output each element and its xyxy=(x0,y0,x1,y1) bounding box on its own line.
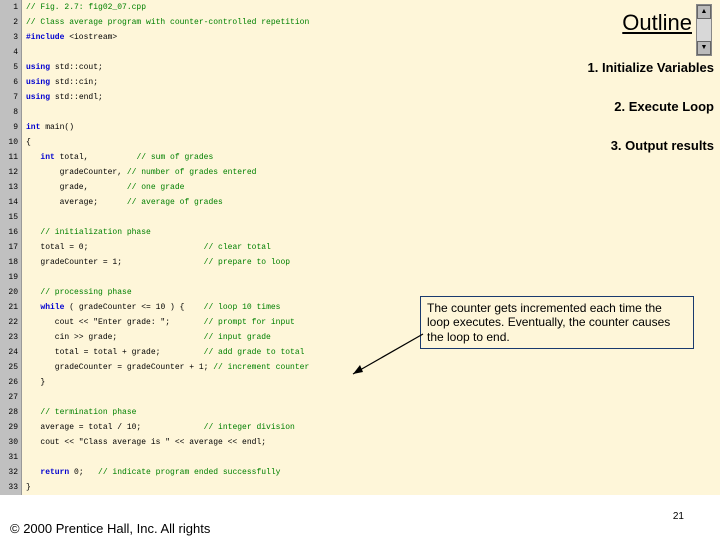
code-line xyxy=(22,390,720,405)
line-number: 13 xyxy=(0,180,22,195)
code-line: gradeCounter = 1; // prepare to loop xyxy=(22,255,720,270)
line-number: 8 xyxy=(0,105,22,120)
line-number: 21 xyxy=(0,300,22,315)
outline-title: Outline xyxy=(534,10,692,36)
line-number: 31 xyxy=(0,450,22,465)
scroll-up-icon[interactable]: ▲ xyxy=(697,5,711,19)
line-number: 30 xyxy=(0,435,22,450)
line-number: 14 xyxy=(0,195,22,210)
line-number: 18 xyxy=(0,255,22,270)
line-number: 24 xyxy=(0,345,22,360)
code-line: cout << "Class average is " << average <… xyxy=(22,435,720,450)
line-number: 6 xyxy=(0,75,22,90)
outline-item: 2. Execute Loop xyxy=(534,99,714,114)
line-number: 29 xyxy=(0,420,22,435)
line-number: 10 xyxy=(0,135,22,150)
page-number: 21 xyxy=(673,511,684,522)
line-number: 11 xyxy=(0,150,22,165)
copyright-footer: © 2000 Prentice Hall, Inc. All rights xyxy=(10,521,210,536)
line-number: 23 xyxy=(0,330,22,345)
line-number: 27 xyxy=(0,390,22,405)
code-line xyxy=(22,450,720,465)
line-number: 25 xyxy=(0,360,22,375)
line-number: 19 xyxy=(0,270,22,285)
line-number: 2 xyxy=(0,15,22,30)
line-number: 7 xyxy=(0,90,22,105)
line-number: 5 xyxy=(0,60,22,75)
line-number: 32 xyxy=(0,465,22,480)
outline-item: 3. Output results xyxy=(534,138,714,153)
line-number: 3 xyxy=(0,30,22,45)
code-line: // termination phase xyxy=(22,405,720,420)
scroll-down-icon[interactable]: ▼ xyxy=(697,41,711,55)
line-number: 17 xyxy=(0,240,22,255)
line-number: 26 xyxy=(0,375,22,390)
scrollbar[interactable]: ▲ ▼ xyxy=(696,4,712,56)
line-number: 15 xyxy=(0,210,22,225)
line-number: 1 xyxy=(0,0,22,15)
code-line: average; // average of grades xyxy=(22,195,720,210)
line-number: 20 xyxy=(0,285,22,300)
code-line: average = total / 10; // integer divisio… xyxy=(22,420,720,435)
outline-panel: ▲ ▼ Outline 1. Initialize Variables 2. E… xyxy=(534,4,714,177)
line-number: 16 xyxy=(0,225,22,240)
code-line: } xyxy=(22,480,720,495)
line-number: 33 xyxy=(0,480,22,495)
outline-list: 1. Initialize Variables 2. Execute Loop … xyxy=(534,60,714,153)
code-line xyxy=(22,270,720,285)
arrow-icon xyxy=(348,332,428,382)
line-number: 22 xyxy=(0,315,22,330)
line-number: 4 xyxy=(0,45,22,60)
outline-item: 1. Initialize Variables xyxy=(534,60,714,75)
code-line: return 0; // indicate program ended succ… xyxy=(22,465,720,480)
code-line: total = 0; // clear total xyxy=(22,240,720,255)
callout-box: The counter gets incremented each time t… xyxy=(420,296,694,349)
line-number: 9 xyxy=(0,120,22,135)
code-line: grade, // one grade xyxy=(22,180,720,195)
line-number: 28 xyxy=(0,405,22,420)
code-line xyxy=(22,210,720,225)
line-number: 12 xyxy=(0,165,22,180)
code-line: // initialization phase xyxy=(22,225,720,240)
